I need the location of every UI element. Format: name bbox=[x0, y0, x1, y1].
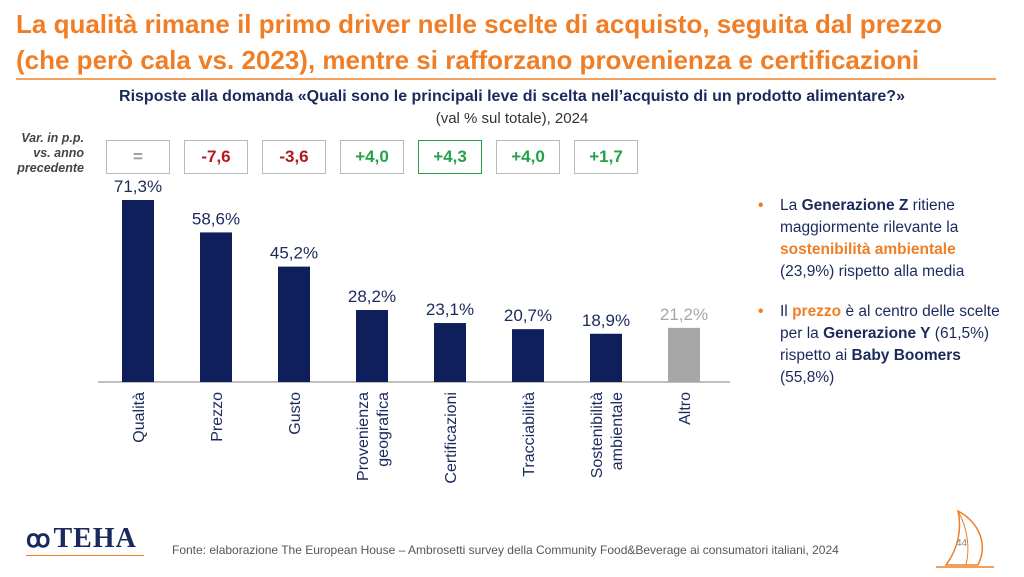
bar-2 bbox=[278, 266, 310, 382]
variation-label: Var. in p.p. vs. anno precedente bbox=[6, 131, 84, 176]
variation-box-gusto: -3,6 bbox=[262, 140, 326, 174]
variation-box-qualita: = bbox=[106, 140, 170, 174]
sail-logo-icon bbox=[936, 509, 994, 568]
tick-label-5: Tracciabilità bbox=[521, 392, 538, 477]
tick-label-line: Sostenibilità bbox=[589, 392, 606, 478]
bullet-text-run: è al centro delle scelte per la bbox=[780, 303, 1000, 342]
insight-text-genz: La Generazione Z ritiene maggiormente ri… bbox=[780, 197, 964, 280]
tick-label-line: Tracciabilità bbox=[521, 392, 538, 477]
logo-underline bbox=[26, 555, 144, 556]
variation-label-line3: precedente bbox=[17, 161, 84, 175]
bullet-text-run: Generazione Z bbox=[801, 197, 909, 214]
source-note: Fonte: elaborazione The European House –… bbox=[172, 543, 839, 557]
variation-label-line1: Var. in p.p. bbox=[21, 131, 84, 145]
variation-box-tracciabilita: +4,0 bbox=[496, 140, 560, 174]
bar-7 bbox=[668, 327, 700, 382]
variation-box-prezzo: -7,6 bbox=[184, 140, 248, 174]
chart-question: Risposte alla domanda «Quali sono le pri… bbox=[119, 88, 905, 105]
bullet-text-run: (61,5%) rispetto ai bbox=[780, 325, 990, 364]
tick-label-4: Certificazioni bbox=[443, 392, 460, 484]
variation-box-certificazioni: +4,3 bbox=[418, 140, 482, 174]
bullet-text-run: sostenibilità ambientale bbox=[780, 241, 956, 258]
tick-label-3: Provenienza geografica bbox=[355, 392, 392, 481]
variation-box-sostenibilita: +1,7 bbox=[574, 140, 638, 174]
tick-label-2: Gusto bbox=[287, 392, 304, 435]
data-label-2: 45,2% bbox=[270, 244, 318, 263]
bar-5 bbox=[512, 329, 544, 382]
tick-label-1: Prezzo bbox=[209, 392, 226, 442]
slide-title-line1: La qualità rimane il primo driver nelle … bbox=[16, 9, 943, 39]
tick-label-line: Qualità bbox=[131, 392, 148, 443]
chart-unit: (val % sul totale), 2024 bbox=[435, 110, 589, 127]
teha-logo-text: TEHA bbox=[53, 523, 137, 554]
bullet-text-run: Baby Boomers bbox=[851, 347, 961, 364]
data-label-0: 71,3% bbox=[114, 177, 162, 196]
bar-6 bbox=[590, 333, 622, 382]
insight-bullets: • La Generazione Z ritiene maggiormente r… bbox=[758, 195, 1008, 407]
tick-label-line: Provenienza bbox=[355, 392, 372, 481]
bar-chart: 71,3% Qualità 58,6% Prezzo 45,2% Gusto 28,2% Pr… bbox=[98, 177, 730, 484]
tick-label-line: geografica bbox=[375, 392, 392, 467]
bar-0 bbox=[122, 200, 154, 382]
bullet-text-run: prezzo bbox=[792, 303, 842, 320]
insight-bullet-geny: • Il prezzo è al centro delle scelte per … bbox=[758, 301, 1008, 389]
bar-3 bbox=[356, 310, 388, 382]
insight-bullet-genz: • La Generazione Z ritiene maggiormente r… bbox=[758, 195, 1008, 283]
tick-label-line: Prezzo bbox=[209, 392, 226, 442]
variation-label-line2: vs. anno bbox=[33, 146, 84, 160]
teha-logo: ꝏTEHA bbox=[26, 523, 137, 555]
data-label-1: 58,6% bbox=[192, 209, 240, 228]
bullet-dot: • bbox=[758, 303, 764, 320]
variation-box-provenienza: +4,0 bbox=[340, 140, 404, 174]
data-label-7: 21,2% bbox=[660, 305, 708, 324]
tick-label-line: ambientale bbox=[609, 392, 626, 470]
tick-label-line: Altro bbox=[677, 392, 694, 425]
tick-label-6: Sostenibilità ambientale bbox=[589, 392, 626, 478]
bullet-text-run: (23,9%) rispetto alla media bbox=[780, 263, 965, 280]
slide-title-line2: (che però cala vs. 2023), mentre si raff… bbox=[16, 45, 920, 75]
title-divider bbox=[16, 78, 996, 80]
insight-text-geny: Il prezzo è al centro delle scelte per l… bbox=[780, 303, 1000, 386]
page-number: 44 bbox=[956, 538, 968, 549]
tick-label-7: Altro bbox=[677, 392, 694, 425]
tick-label-line: Gusto bbox=[287, 392, 304, 435]
bullet-text-run: La bbox=[780, 197, 802, 214]
bar-4 bbox=[434, 323, 466, 382]
data-label-5: 20,7% bbox=[504, 306, 552, 325]
bullet-dot: • bbox=[758, 197, 764, 214]
data-label-4: 23,1% bbox=[426, 300, 474, 319]
data-label-3: 28,2% bbox=[348, 287, 396, 306]
bullet-text-run: Il bbox=[780, 303, 793, 320]
tick-label-line: Certificazioni bbox=[443, 392, 460, 484]
bar-1 bbox=[200, 232, 232, 382]
tick-label-0: Qualità bbox=[131, 392, 148, 443]
bullet-text-run: (55,8%) bbox=[780, 369, 835, 386]
teha-logo-mark-icon: ꝏ bbox=[26, 527, 52, 553]
slide-title: La qualità rimane il primo driver nelle … bbox=[16, 6, 1006, 78]
bullet-text-run: Generazione Y bbox=[823, 325, 931, 342]
data-label-6: 18,9% bbox=[582, 311, 630, 330]
bullet-text-run: ritiene maggiormente rilevante la bbox=[780, 197, 959, 236]
